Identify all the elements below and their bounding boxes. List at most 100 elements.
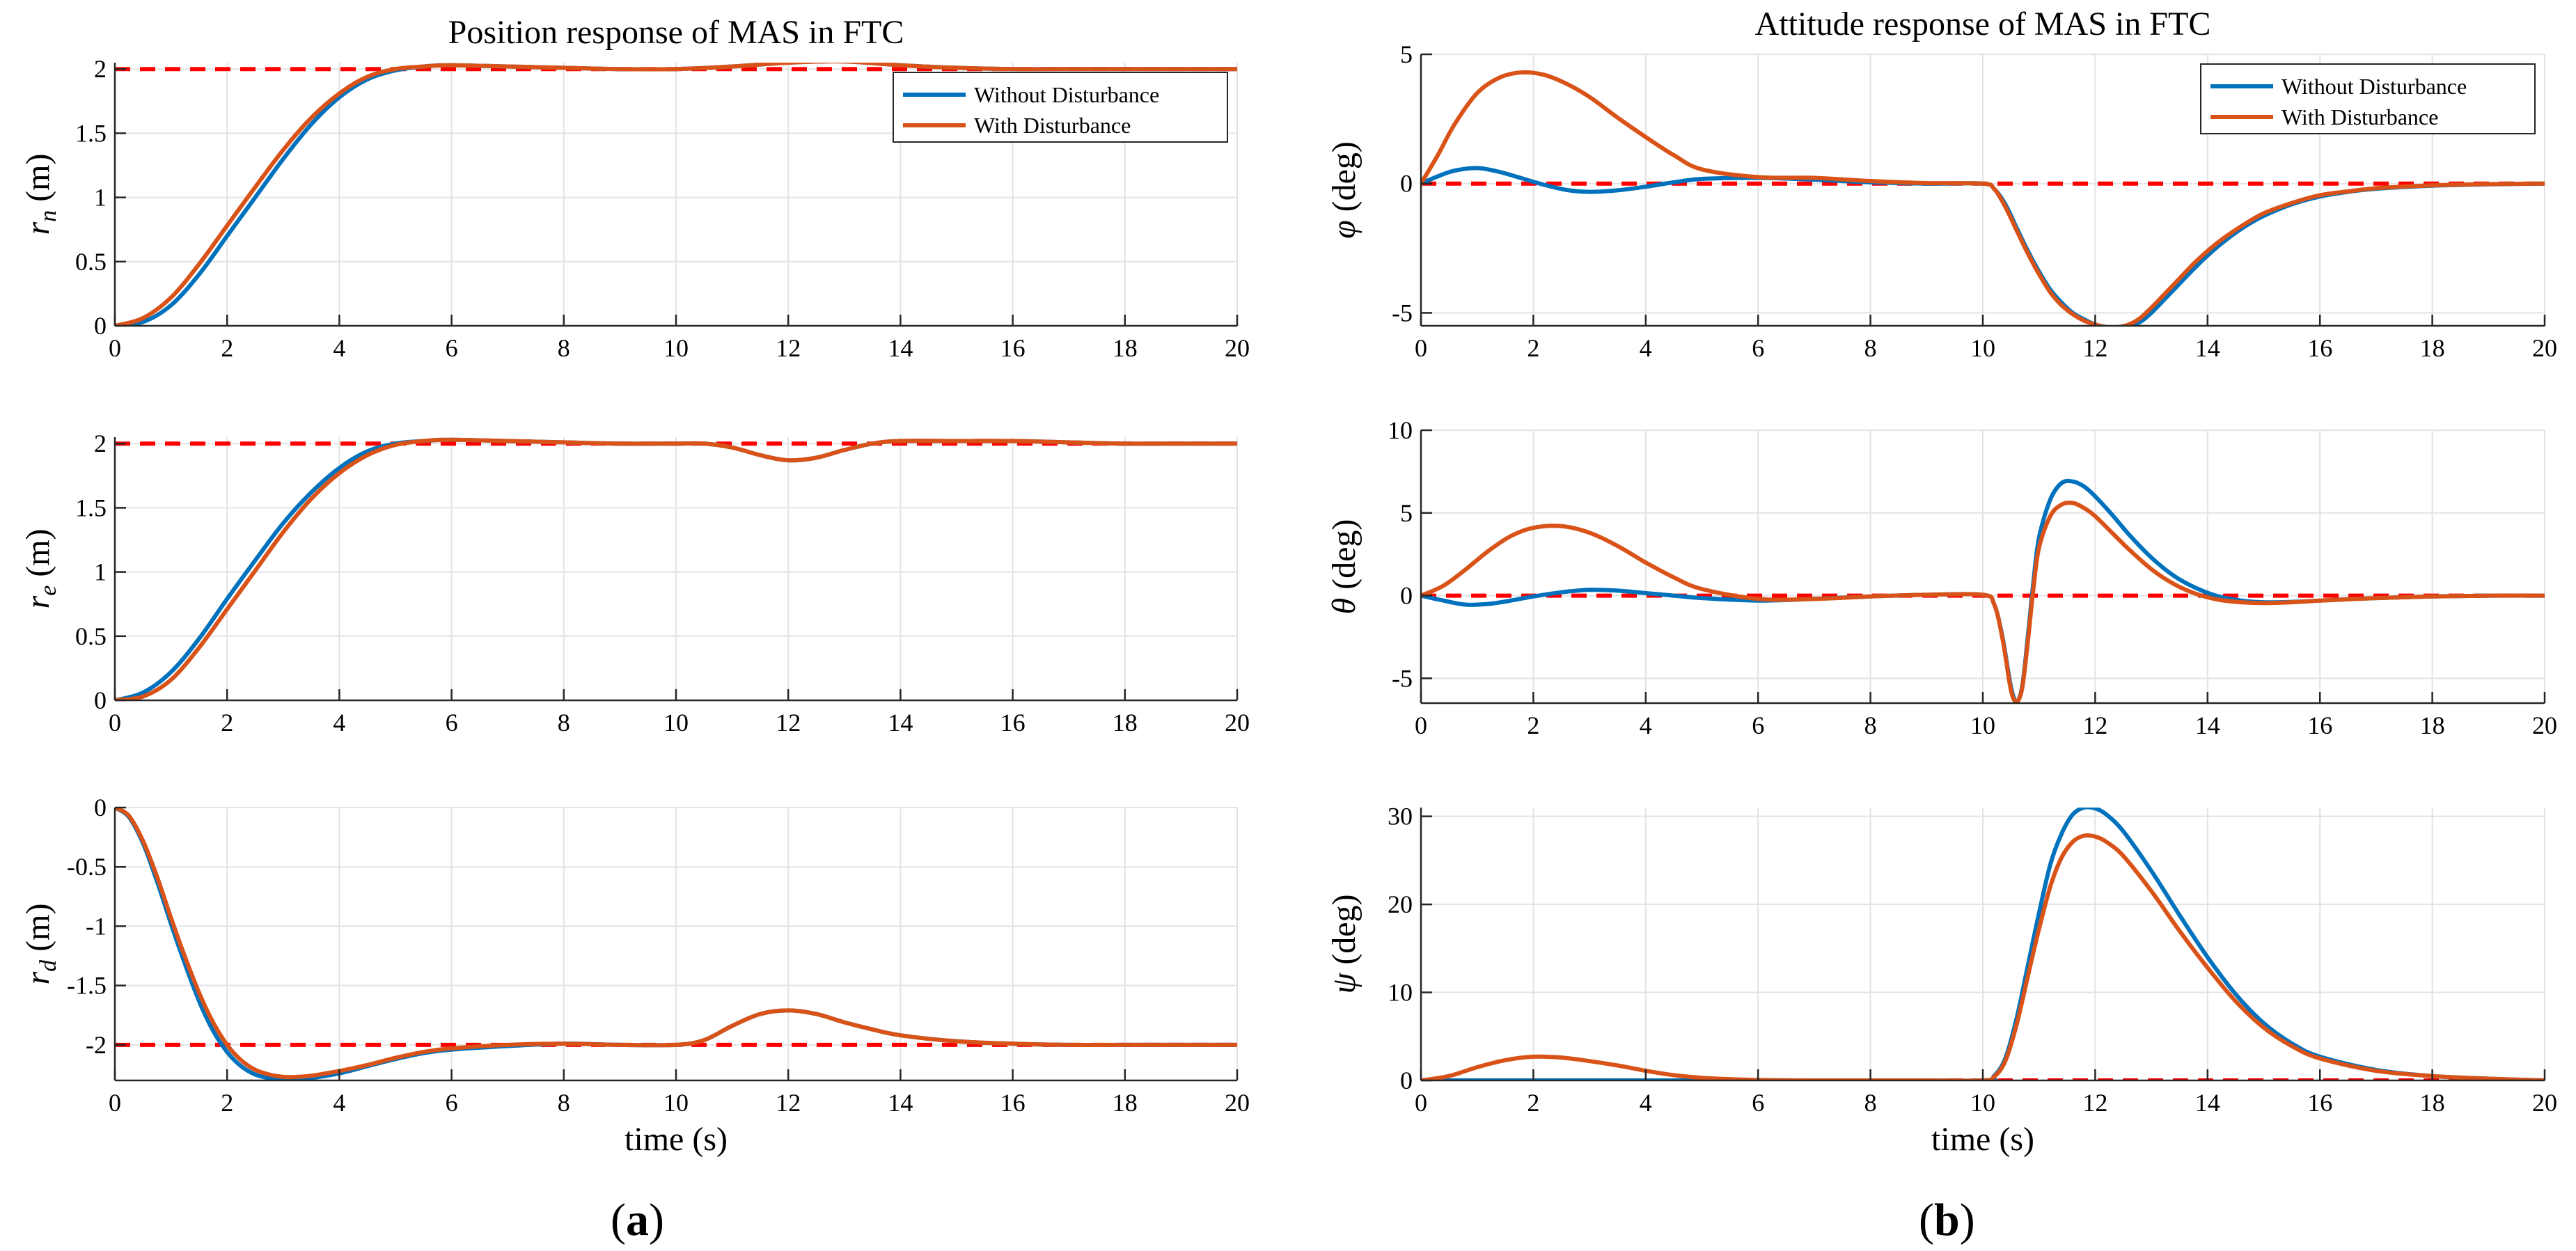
y-axis-unit: (deg) [1326, 894, 1362, 973]
legend-label: Without Disturbance [2282, 74, 2467, 99]
x-tick-label: 2 [1527, 1089, 1539, 1117]
x-tick-label: 0 [1415, 334, 1427, 362]
y-axis-symbol: r [19, 596, 56, 609]
x-tick-label: 20 [1225, 709, 1250, 737]
y-axis-label: rn (m) [19, 154, 61, 235]
x-tick-label: 10 [663, 709, 689, 737]
panel-b-letter: b [1933, 1195, 1960, 1245]
legend-label: With Disturbance [974, 113, 1131, 138]
x-tick-label: 14 [888, 709, 913, 737]
x-tick-label: 8 [558, 1089, 570, 1117]
x-tick-label: 6 [1752, 334, 1764, 362]
y-tick-label: -1.5 [67, 972, 107, 1000]
x-tick-label: 12 [2082, 1089, 2107, 1117]
series-line-with-disturbance [1421, 501, 2545, 703]
x-tick-label: 18 [2420, 711, 2445, 739]
x-tick-label: 8 [558, 334, 570, 362]
y-tick-label: 1 [94, 558, 107, 586]
panel-a-label: (a) [611, 1195, 664, 1245]
y-tick-label: -5 [1392, 299, 1413, 326]
x-tick-label: 16 [2307, 334, 2332, 362]
legend-label: With Disturbance [2282, 104, 2438, 129]
y-axis-label: rd (m) [19, 904, 61, 985]
y-axis-label: φ (deg) [1326, 141, 1362, 239]
x-tick-label: 20 [1225, 1089, 1250, 1117]
x-tick-label: 12 [776, 1089, 801, 1117]
y-axis-symbol: r [19, 222, 56, 235]
y-axis-symbol: r [19, 972, 56, 985]
y-tick-label: 30 [1388, 803, 1413, 831]
x-tick-label: 4 [1640, 334, 1652, 362]
legend-label: Without Disturbance [974, 82, 1159, 107]
x-tick-label: 4 [333, 334, 345, 362]
x-tick-label: 8 [558, 709, 570, 737]
x-tick-label: 4 [333, 709, 345, 737]
panel-b-label: (b) [1919, 1195, 1975, 1245]
chart-title: Attitude response of MAS in FTC [1755, 6, 2211, 42]
y-axis-subscript: d [36, 959, 61, 972]
x-tick-label: 2 [221, 709, 233, 737]
y-tick-label: 0 [1400, 1067, 1413, 1094]
y-tick-label: 10 [1388, 416, 1413, 444]
x-tick-label: 14 [888, 334, 913, 362]
x-tick-label: 0 [1415, 711, 1427, 739]
x-tick-label: 12 [776, 334, 801, 362]
series-line-with-disturbance [1421, 833, 2545, 1080]
y-tick-label: 10 [1388, 979, 1413, 1007]
y-tick-label: -5 [1392, 664, 1413, 692]
x-tick-label: 8 [1864, 711, 1877, 739]
chart-psi: 0 2 4 6 8 10 12 14 16 18 20 0 10 20 30 ψ (deg) time (s) [1326, 803, 2557, 1158]
x-tick-label: 12 [2082, 711, 2107, 739]
y-tick-label: 1.5 [75, 494, 107, 521]
x-tick-label: 0 [1415, 1089, 1427, 1117]
x-tick-label: 2 [1527, 711, 1539, 739]
legend: Without Disturbance With Disturbance [2200, 63, 2536, 134]
x-tick-label: 4 [333, 1089, 345, 1117]
x-tick-label: 18 [2420, 1089, 2445, 1117]
y-tick-label: -1 [86, 912, 107, 940]
y-tick-label: 1.5 [75, 119, 107, 147]
x-tick-label: 8 [1864, 1089, 1877, 1117]
y-axis-label: θ (deg) [1326, 519, 1362, 615]
x-tick-label: 2 [221, 1089, 233, 1117]
y-axis-unit: (m) [19, 528, 56, 585]
x-tick-label: 8 [1864, 334, 1877, 362]
y-tick-label: -2 [86, 1031, 107, 1059]
x-tick-label: 0 [109, 709, 121, 737]
x-tick-label: 4 [1640, 711, 1652, 739]
chart-rd: 0 2 4 6 8 10 12 14 16 18 20 0 -0.5 -1 -1.5 -2 rd (m) time… [19, 794, 1250, 1158]
y-tick-label: -0.5 [67, 853, 107, 881]
chart-rn: 0 2 4 6 8 10 12 14 16 18 20 0 0.5 1 1.5 2 Position respo… [19, 14, 1250, 362]
series-line-with-disturbance [115, 808, 1237, 1080]
x-tick-label: 16 [1000, 1089, 1026, 1117]
x-tick-label: 10 [1970, 1089, 1995, 1117]
x-tick-label: 4 [1640, 1089, 1652, 1117]
x-tick-label: 12 [776, 709, 801, 737]
y-tick-label: 0 [1400, 582, 1413, 610]
y-tick-label: 0.5 [75, 248, 107, 276]
y-axis-label: ψ (deg) [1326, 894, 1362, 993]
x-tick-label: 18 [1113, 1089, 1138, 1117]
x-tick-label: 6 [446, 334, 458, 362]
y-tick-label: 20 [1388, 890, 1413, 918]
y-tick-label: 5 [1400, 499, 1413, 527]
y-axis-unit: (m) [19, 904, 56, 960]
series-line-with-disturbance [115, 437, 1237, 700]
y-tick-label: 0 [94, 686, 107, 714]
y-tick-label: 0 [1400, 170, 1413, 198]
x-tick-label: 6 [446, 709, 458, 737]
y-axis-unit: (deg) [1326, 141, 1362, 220]
x-tick-label: 16 [1000, 709, 1026, 737]
y-axis-unit: (deg) [1326, 519, 1362, 598]
x-tick-label: 14 [888, 1089, 913, 1117]
y-axis-symbol: ψ [1326, 973, 1362, 994]
x-axis-label: time (s) [625, 1121, 728, 1158]
panel-a-letter: a [625, 1195, 649, 1245]
y-tick-label: 0 [94, 312, 107, 340]
y-axis-label: re (m) [19, 528, 61, 608]
chart-title: Position response of MAS in FTC [448, 14, 904, 51]
x-tick-label: 2 [1527, 334, 1539, 362]
